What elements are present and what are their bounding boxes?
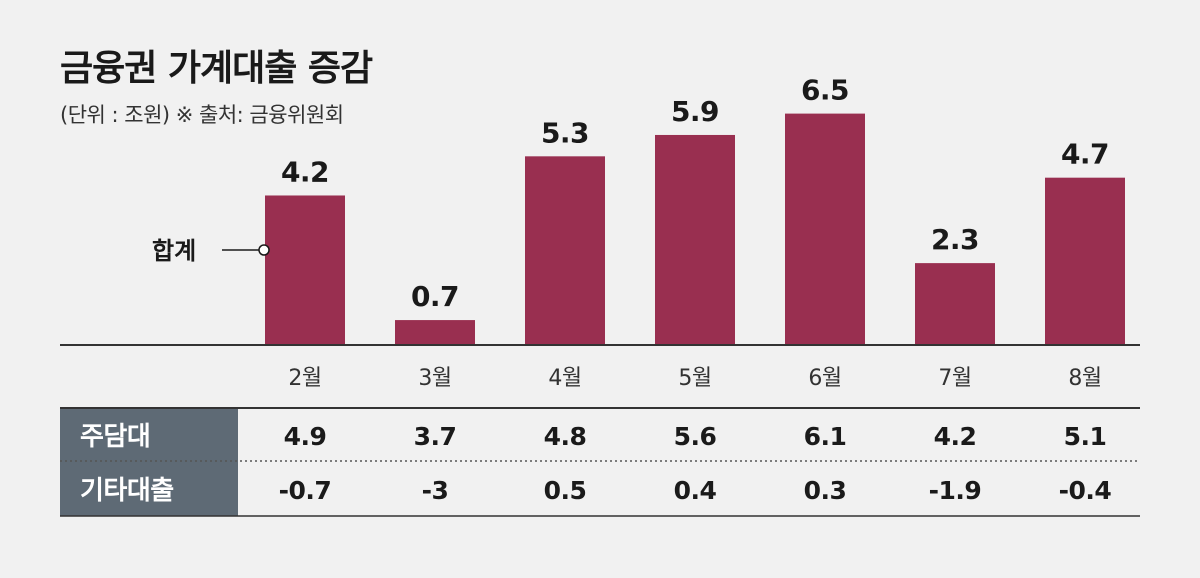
bar-2 xyxy=(395,320,475,345)
legend-marker xyxy=(258,244,270,256)
table-cell: -0.7 xyxy=(279,476,332,505)
month-tick-label: 7월 xyxy=(938,366,971,391)
table-cell: 3.7 xyxy=(414,422,457,451)
table-cell: 0.4 xyxy=(674,476,717,505)
bar-value-label: 0.7 xyxy=(411,280,459,313)
month-tick-label: 8월 xyxy=(1068,366,1101,391)
data-table: 주담대 4.9 3.7 4.8 5.6 6.1 4.2 5.1 기타대출 -0.7 -3 0.5 0.4… xyxy=(60,407,1140,517)
bar-value-label: 2.3 xyxy=(931,223,979,256)
month-tick-label: 3월 xyxy=(418,366,451,391)
table-cell: 0.5 xyxy=(544,476,587,505)
bar-value-label: 4.2 xyxy=(281,155,329,188)
chart-subtitle: (단위 : 조원) ※ 출처: 금융위원회 xyxy=(60,103,344,127)
table-row-header: 주담대 xyxy=(80,422,150,452)
table-cell: -0.4 xyxy=(1059,476,1112,505)
table-cell: -1.9 xyxy=(929,476,982,505)
table-header-column xyxy=(60,408,238,516)
table-cells-group: 주담대 4.9 3.7 4.8 5.6 6.1 4.2 5.1 기타대출 -0.7 -3 0.5 0.4… xyxy=(80,422,1112,506)
bar-6 xyxy=(915,263,995,345)
bar-5 xyxy=(785,113,865,345)
table-cell: -3 xyxy=(422,476,449,505)
table-row-header: 기타대출 xyxy=(80,476,174,506)
bars-group xyxy=(265,113,1125,345)
table-cell: 4.8 xyxy=(544,422,587,451)
bar-value-label: 6.5 xyxy=(801,74,849,107)
table-cell: 0.3 xyxy=(804,476,847,505)
month-tick-label: 5월 xyxy=(678,366,711,391)
month-tick-label: 2월 xyxy=(288,366,321,391)
bar-value-label: 5.3 xyxy=(541,116,589,149)
bar-1 xyxy=(265,195,345,345)
legend-label: 합계 xyxy=(152,237,196,265)
table-cell: 4.9 xyxy=(284,422,327,451)
bar-labels-group: 4.2 0.7 5.3 5.9 6.5 2.3 4.7 xyxy=(281,74,1110,313)
table-cell: 5.6 xyxy=(674,422,717,451)
table-cell: 5.1 xyxy=(1064,422,1107,451)
month-tick-label: 4월 xyxy=(548,366,581,391)
legend-callout: 합계 xyxy=(152,237,270,265)
bar-7 xyxy=(1045,177,1125,345)
bar-4 xyxy=(655,134,735,345)
month-labels-group: 2월 3월 4월 5월 6월 7월 8월 xyxy=(288,366,1102,391)
bar-value-label: 4.7 xyxy=(1061,138,1109,171)
bar-value-label: 5.9 xyxy=(671,95,719,128)
table-cell: 4.2 xyxy=(934,422,977,451)
table-cell: 6.1 xyxy=(804,422,847,451)
month-tick-label: 6월 xyxy=(808,366,841,391)
bar-3 xyxy=(525,156,605,345)
chart-title: 금융권 가계대출 증감 xyxy=(60,48,373,89)
